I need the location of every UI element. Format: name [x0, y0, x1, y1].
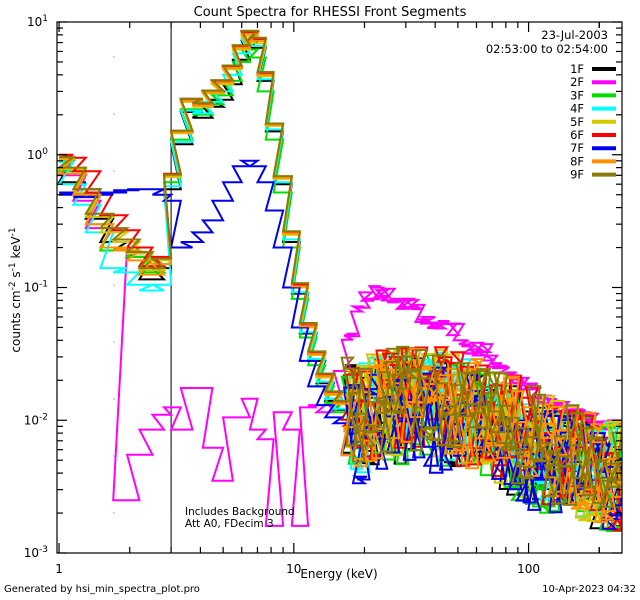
- x-tick-label: 100: [517, 562, 540, 576]
- y-axis-label-exp1: -2: [8, 281, 18, 290]
- x-tick-label: 1: [55, 562, 63, 576]
- y-axis-label: counts cm-2 s-1 keV-1: [8, 227, 23, 352]
- series-line-9f: [57, 29, 622, 508]
- y-axis-label-mid1: s: [9, 271, 23, 281]
- y-axis-label-mid2: keV: [9, 236, 23, 263]
- hatched-exclusion-region: [57, 22, 172, 553]
- legend-entry-6f[interactable]: 6F: [570, 128, 616, 142]
- legend-time-range: 02:53:00 to 02:54:00: [486, 42, 608, 56]
- legend-entry-3f[interactable]: 3F: [570, 88, 616, 102]
- plot-annotation: Includes Background Att A0, FDecim 3: [185, 506, 295, 530]
- legend-label: 6F: [570, 128, 584, 142]
- axis-tick-labels: 1 10 100 101 100 10-1 10-2 10-3: [24, 14, 540, 576]
- y-axis-label-main: counts cm: [9, 290, 23, 352]
- y-axis-label-exp2: -1: [8, 262, 18, 271]
- legend: 23-Jul-2003 02:53:00 to 02:54:00 1F2F3F4…: [486, 28, 616, 182]
- legend-entry-7f[interactable]: 7F: [570, 141, 616, 155]
- legend-entry-1f[interactable]: 1F: [570, 62, 616, 76]
- legend-label: 5F: [570, 115, 584, 129]
- series-line-8f: [57, 33, 622, 524]
- legend-label: 1F: [570, 62, 584, 76]
- legend-label: 2F: [570, 75, 584, 89]
- y-axis-label-exp3: -1: [8, 227, 18, 236]
- page-title: Count Spectra for RHESSI Front Segments: [194, 5, 467, 20]
- y-tick-label: 101: [27, 14, 48, 29]
- legend-label: 4F: [570, 102, 584, 116]
- legend-date: 23-Jul-2003: [541, 28, 608, 42]
- series-line-7f: [58, 159, 622, 530]
- legend-entry-2f[interactable]: 2F: [570, 75, 616, 89]
- y-tick-label: 10-3: [24, 545, 48, 560]
- annotation-line-2: Att A0, FDecim 3: [185, 518, 274, 530]
- y-tick-label: 10-1: [24, 280, 48, 295]
- footer-generator: Generated by hsi_min_spectra_plot.pro: [4, 584, 200, 595]
- axis-ticks: [57, 21, 622, 554]
- footer-timestamp: 10-Apr-2023 04:32: [542, 584, 636, 595]
- x-tick-label: 10: [286, 562, 301, 576]
- y-tick-label: 10-2: [24, 412, 48, 427]
- legend-label: 3F: [570, 88, 584, 102]
- legend-entry-4f[interactable]: 4F: [570, 102, 616, 116]
- legend-label: 9F: [570, 168, 584, 182]
- annotation-line-1: Includes Background: [185, 506, 295, 518]
- x-axis-label: Energy (keV): [300, 567, 377, 581]
- legend-entry-5f[interactable]: 5F: [570, 115, 616, 129]
- svg-text:counts cm-2 s-1 keV-1: counts cm-2 s-1 keV-1: [8, 227, 23, 352]
- legend-label: 8F: [570, 154, 584, 168]
- legend-entry-8f[interactable]: 8F: [570, 154, 616, 168]
- y-tick-label: 100: [27, 147, 48, 162]
- legend-label: 7F: [570, 141, 584, 155]
- data-series-layer: [57, 29, 622, 532]
- legend-entry-9f[interactable]: 9F: [570, 168, 616, 182]
- series-line-2f: [57, 159, 622, 527]
